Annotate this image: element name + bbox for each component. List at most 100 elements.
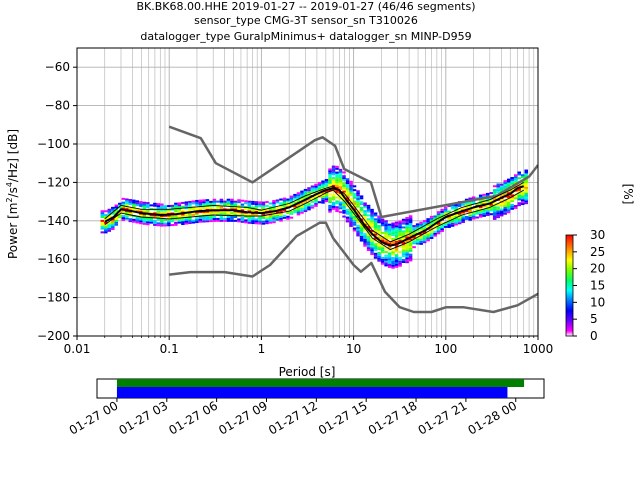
density-cell — [195, 213, 199, 216]
density-cell — [331, 184, 336, 187]
density-cell — [258, 220, 262, 223]
density-cell — [408, 247, 413, 250]
density-cell — [345, 189, 350, 192]
density-cell — [307, 202, 311, 205]
density-cell — [373, 247, 378, 250]
density-cell — [405, 251, 409, 254]
density-cell — [342, 179, 346, 182]
density-cell — [356, 201, 360, 204]
density-cell — [443, 212, 448, 215]
density-cell — [111, 206, 115, 209]
density-cell — [286, 204, 290, 207]
density-cell — [436, 226, 441, 229]
x-tick-label: 100 — [434, 342, 457, 356]
density-cell — [468, 218, 472, 221]
density-cell — [170, 214, 175, 217]
density-cell — [503, 207, 507, 210]
density-cell — [496, 187, 500, 190]
density-cell — [121, 201, 126, 204]
density-cell — [254, 222, 259, 225]
density-cell — [363, 229, 367, 232]
density-cell — [125, 198, 129, 201]
density-cell — [177, 208, 182, 211]
density-cell — [331, 179, 336, 182]
density-cell — [345, 183, 350, 186]
density-cell — [377, 234, 381, 237]
density-cell — [447, 222, 451, 225]
density-cell — [160, 216, 164, 219]
density-cell — [247, 214, 252, 217]
density-cell — [429, 236, 434, 239]
density-cell — [384, 241, 388, 244]
density-cell — [321, 201, 325, 204]
density-cell — [219, 198, 224, 201]
density-cell — [156, 222, 161, 225]
density-cell — [314, 191, 318, 194]
density-cell — [338, 186, 343, 189]
density-cell — [363, 215, 367, 218]
density-cell — [433, 221, 437, 224]
density-cell — [380, 262, 385, 265]
density-cell — [513, 206, 518, 209]
y-tick-label: −100 — [37, 137, 70, 151]
series-line-upper-band — [104, 182, 524, 243]
density-cell — [447, 210, 451, 213]
density-cell — [506, 184, 511, 187]
density-cell — [468, 203, 472, 206]
density-cell — [345, 208, 350, 211]
density-cell — [447, 218, 451, 221]
density-cell — [405, 247, 409, 250]
density-cell — [342, 175, 346, 178]
density-cell — [349, 194, 353, 197]
density-cell — [209, 218, 213, 221]
density-cell — [188, 204, 192, 207]
density-cell — [468, 197, 472, 200]
density-cell — [440, 212, 444, 215]
density-cell — [373, 222, 378, 225]
density-cell — [335, 186, 339, 189]
density-cell — [503, 182, 507, 185]
density-cell — [170, 218, 175, 221]
density-cell — [184, 201, 189, 204]
density-cell — [363, 213, 367, 216]
density-cell — [391, 237, 395, 240]
density-cell — [331, 188, 336, 191]
density-cell — [363, 244, 367, 247]
density-cell — [408, 259, 413, 262]
density-cell — [496, 196, 500, 199]
density-cell — [163, 214, 168, 217]
x-tick-label: 10 — [346, 342, 361, 356]
density-cell — [356, 234, 360, 237]
density-cell — [478, 194, 483, 197]
density-cell — [307, 191, 311, 194]
density-cell — [289, 203, 294, 206]
density-cell — [282, 209, 287, 212]
density-cell — [349, 209, 353, 212]
density-cell — [457, 208, 462, 211]
density-cell — [429, 227, 434, 230]
density-cell — [377, 225, 381, 228]
density-cell — [233, 208, 238, 211]
density-cell — [177, 219, 182, 222]
density-cell — [314, 183, 318, 186]
density-cell — [100, 210, 105, 213]
density-cell — [111, 222, 115, 225]
density-cell — [296, 213, 301, 216]
density-cell — [524, 196, 528, 199]
density-cell — [345, 178, 350, 181]
density-cell — [254, 218, 259, 221]
density-cell — [394, 256, 399, 259]
density-cell — [331, 202, 336, 205]
density-cell — [356, 230, 360, 233]
density-cell — [377, 217, 381, 220]
density-cell — [240, 213, 245, 216]
density-cell — [422, 223, 427, 226]
density-cell — [167, 214, 171, 217]
density-cell — [195, 219, 199, 222]
density-cell — [503, 193, 507, 196]
density-cell — [450, 220, 455, 223]
density-cell — [422, 241, 427, 244]
density-cell — [307, 187, 311, 190]
density-cell — [100, 231, 105, 234]
density-cell — [139, 222, 143, 225]
